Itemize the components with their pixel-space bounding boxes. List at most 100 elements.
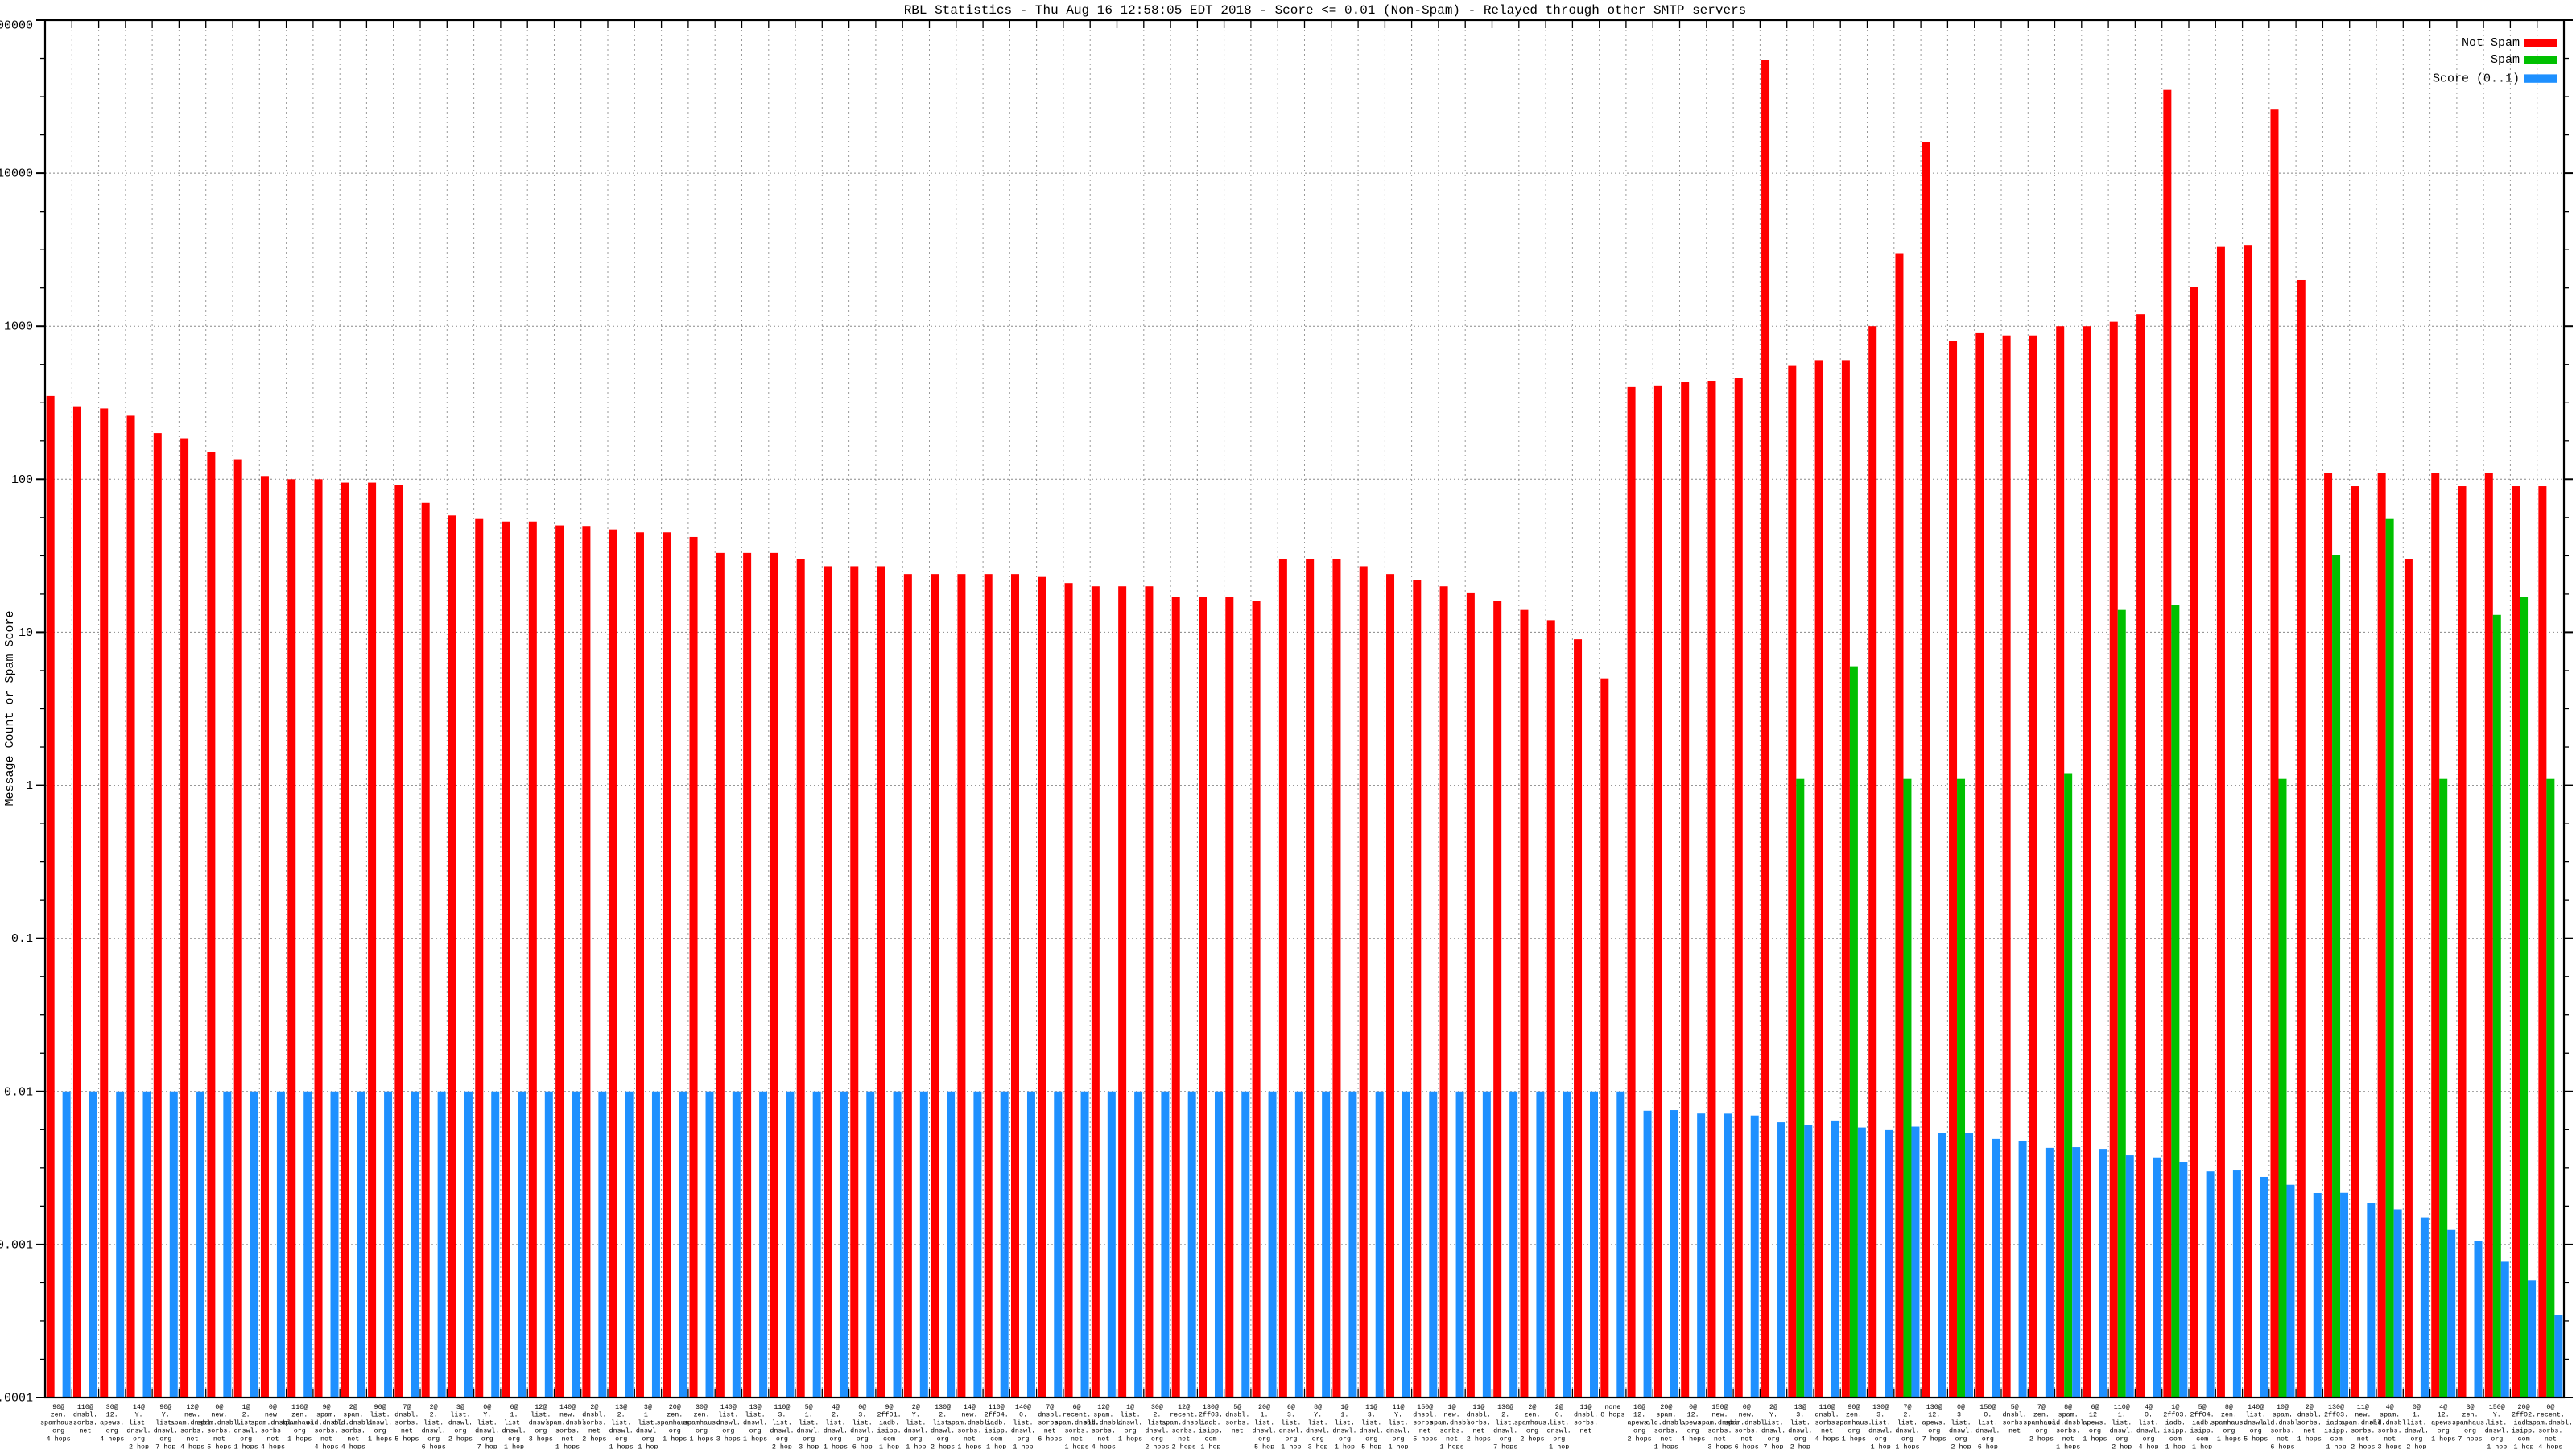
svg-text:7 hops: 7 hops	[1493, 1443, 1517, 1449]
svg-text:1@: 1@	[1340, 1403, 1348, 1411]
svg-text:1 hop: 1 hop	[1871, 1443, 1891, 1449]
svg-text:new.: new.	[961, 1411, 977, 1419]
svg-text:4@: 4@	[832, 1403, 840, 1411]
svg-text:110@: 110@	[989, 1403, 1005, 1411]
svg-text:2 hops: 2 hops	[2029, 1435, 2054, 1443]
svg-text:8 hops: 8 hops	[1600, 1411, 1624, 1419]
svg-text:2ff04.: 2ff04.	[2190, 1411, 2215, 1419]
svg-text:spamhaus.: spamhaus.	[40, 1419, 76, 1427]
svg-text:spam.: spam.	[1093, 1411, 1113, 1419]
svg-text:2@: 2@	[590, 1403, 598, 1411]
svg-text:4@: 4@	[2439, 1403, 2447, 1411]
svg-text:zen.: zen.	[667, 1411, 683, 1419]
svg-text:0@: 0@	[1689, 1403, 1697, 1411]
svg-text:org: org	[294, 1427, 306, 1435]
svg-text:spam.: spam.	[316, 1411, 336, 1419]
svg-text:10000: 10000	[0, 167, 33, 181]
svg-text:2@: 2@	[1528, 1403, 1536, 1411]
svg-text:130@: 130@	[1872, 1403, 1889, 1411]
svg-text:dnswl.: dnswl.	[797, 1427, 821, 1435]
svg-text:zen.: zen.	[2033, 1411, 2050, 1419]
svg-text:list.: list.	[2487, 1419, 2507, 1427]
svg-text:org: org	[1500, 1435, 1512, 1443]
svg-text:new.: new.	[1739, 1411, 1755, 1419]
svg-text:2 hops: 2 hops	[582, 1435, 606, 1443]
svg-text:org: org	[1258, 1435, 1270, 1443]
svg-text:10: 10	[19, 626, 33, 640]
svg-text:2 hop: 2 hop	[1951, 1443, 1971, 1449]
svg-text:2@: 2@	[1555, 1403, 1563, 1411]
svg-text:1 hop: 1 hop	[2513, 1443, 2533, 1449]
svg-text:sorbs.: sorbs.	[180, 1427, 204, 1435]
svg-text:2.: 2.	[1501, 1411, 1509, 1419]
svg-text:org: org	[937, 1435, 949, 1443]
svg-text:1@: 1@	[1126, 1403, 1134, 1411]
svg-text:1 hop: 1 hop	[906, 1443, 926, 1449]
svg-text:isipp.: isipp.	[2163, 1427, 2187, 1435]
svg-text:old.dnsbl.: old.dnsbl.	[2369, 1419, 2409, 1427]
svg-text:sorbs.: sorbs.	[582, 1419, 606, 1427]
svg-text:dnsbl.: dnsbl.	[1038, 1411, 1062, 1419]
svg-text:7@: 7@	[2037, 1403, 2046, 1411]
svg-text:org: org	[749, 1427, 762, 1435]
svg-text:6 hops: 6 hops	[2270, 1443, 2294, 1449]
svg-text:org: org	[1339, 1435, 1351, 1443]
svg-text:90@: 90@	[159, 1403, 171, 1411]
svg-text:9@: 9@	[322, 1403, 330, 1411]
svg-text:list.: list.	[1335, 1419, 1355, 1427]
svg-text:sorbs.: sorbs.	[314, 1427, 338, 1435]
svg-text:1 hop: 1 hop	[2165, 1443, 2186, 1449]
svg-text:dnswl.: dnswl.	[1360, 1427, 1384, 1435]
svg-text:7 hops: 7 hops	[1922, 1435, 1946, 1443]
svg-text:spam.dnsbl.: spam.dnsbl.	[2529, 1419, 2573, 1427]
svg-text:11@: 11@	[1579, 1403, 1591, 1411]
svg-text:140@: 140@	[720, 1403, 737, 1411]
svg-text:4 hop: 4 hop	[2138, 1443, 2158, 1449]
svg-text:3 hop: 3 hop	[799, 1443, 819, 1449]
svg-text:org: org	[910, 1435, 922, 1443]
svg-text:dnswl.: dnswl.	[1547, 1427, 1571, 1435]
svg-text:2 hops: 2 hops	[1145, 1443, 1169, 1449]
svg-text:org: org	[1285, 1435, 1297, 1443]
svg-text:dnswl.: dnswl.	[1493, 1427, 1517, 1435]
svg-text:list.: list.	[370, 1411, 390, 1419]
svg-text:4 hops: 4 hops	[341, 1443, 365, 1449]
svg-text:1@: 1@	[2171, 1403, 2179, 1411]
svg-text:dnswl.: dnswl.	[743, 1419, 767, 1427]
svg-text:org: org	[133, 1435, 145, 1443]
svg-text:1 hops: 1 hops	[287, 1435, 312, 1443]
svg-text:dnsbl.: dnsbl.	[1574, 1411, 1598, 1419]
svg-text:list.: list.	[852, 1419, 873, 1427]
svg-text:Y.: Y.	[1769, 1411, 1777, 1419]
svg-text:list.: list.	[1549, 1419, 1569, 1427]
svg-text:dnswl.: dnswl.	[1145, 1427, 1169, 1435]
svg-text:sorbs.: sorbs.	[2056, 1427, 2080, 1435]
svg-text:list.: list.	[2246, 1411, 2266, 1419]
svg-text:org: org	[427, 1435, 440, 1443]
svg-text:dnswl.: dnswl.	[1279, 1427, 1303, 1435]
svg-text:list.: list.	[1790, 1419, 1810, 1427]
svg-text:org: org	[1982, 1435, 1994, 1443]
svg-text:list.: list.	[1388, 1419, 1408, 1427]
svg-text:sorbs.: sorbs.	[207, 1427, 231, 1435]
svg-text:0@: 0@	[483, 1403, 491, 1411]
svg-text:dnswl.: dnswl.	[2136, 1427, 2161, 1435]
svg-text:140@: 140@	[559, 1403, 576, 1411]
svg-text:sorbs.: sorbs.	[2378, 1427, 2402, 1435]
svg-text:12.: 12.	[1687, 1411, 1699, 1419]
svg-text:zen.: zen.	[51, 1411, 67, 1419]
svg-text:6@: 6@	[2091, 1403, 2099, 1411]
svg-text:8@: 8@	[2064, 1403, 2072, 1411]
svg-text:5 hops: 5 hops	[2244, 1435, 2268, 1443]
svg-text:spam.: spam.	[2380, 1411, 2400, 1419]
svg-text:5 hops: 5 hops	[207, 1443, 231, 1449]
svg-text:com: com	[1204, 1435, 1216, 1443]
svg-text:zen.: zen.	[291, 1411, 308, 1419]
svg-text:1 hop: 1 hop	[638, 1443, 658, 1449]
svg-text:list.: list.	[1281, 1419, 1301, 1427]
svg-text:net: net	[2303, 1427, 2315, 1435]
svg-text:4 hops: 4 hops	[1092, 1443, 1116, 1449]
svg-text:0.0001: 0.0001	[0, 1392, 33, 1406]
svg-text:3 hops: 3 hops	[2378, 1443, 2402, 1449]
svg-text:5@: 5@	[1233, 1403, 1241, 1411]
